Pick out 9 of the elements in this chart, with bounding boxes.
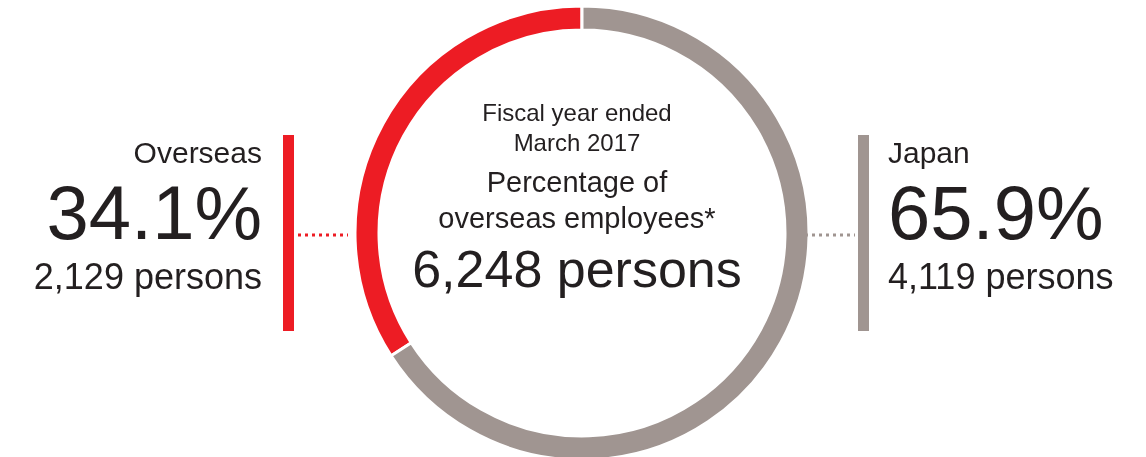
text: Fiscal year ended March 2017 (481, 98, 673, 158)
text: 6,248 persons (411, 239, 743, 300)
slice-label: Japan (888, 135, 971, 171)
data-label: 65.9% (888, 170, 1105, 255)
text: 4,119 persons (888, 255, 1115, 299)
data-label: 34.1% (45, 170, 262, 255)
text: 2,129 persons (32, 255, 262, 299)
text: Percentage of overseas employees* (437, 165, 717, 236)
slice-label: Overseas (132, 135, 262, 171)
